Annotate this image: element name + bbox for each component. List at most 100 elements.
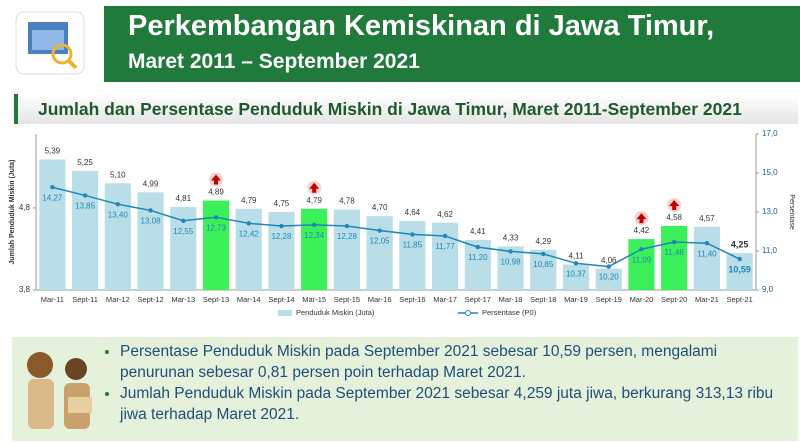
line-value-label: 11,40 [697, 249, 717, 258]
line-marker [541, 251, 546, 257]
line-marker [213, 215, 219, 220]
line-value-label: 12,73 [206, 223, 227, 232]
bar [39, 159, 66, 290]
illustration [27, 352, 92, 429]
bar-value-label: 4,06 [601, 256, 617, 265]
notes-list: Persentase Penduduk Miskin pada Septembe… [108, 341, 790, 425]
line-value-label: 12,34 [304, 231, 325, 240]
bar-value-label: 4,99 [143, 179, 159, 188]
line-marker [148, 208, 153, 213]
line-value-label: 10,59 [728, 264, 751, 274]
notes-box: Persentase Penduduk Miskin pada Septembe… [12, 337, 798, 441]
x-tick-label: Mar-18 [499, 295, 523, 304]
line-marker [311, 222, 317, 228]
line-value-label: 13,08 [141, 217, 162, 226]
line-value-label: 10,20 [599, 273, 620, 282]
x-tick-label: Sept-16 [399, 295, 425, 304]
line-value-label: 12,55 [173, 227, 194, 236]
line-value-label: 11,77 [435, 242, 455, 251]
x-tick-label: Mar-21 [695, 295, 719, 304]
bar [268, 212, 295, 290]
bar [562, 264, 590, 290]
bar [432, 222, 459, 290]
line-marker [475, 244, 481, 250]
line-marker [442, 233, 448, 239]
y2-tick-label: 9,0 [762, 285, 774, 294]
line-value-label: 12,28 [271, 232, 292, 241]
bar-value-label: 4,78 [339, 197, 355, 206]
header-band [104, 6, 800, 82]
increase-arrow [636, 213, 647, 224]
chart: Jumlah Penduduk Miskin (Juta) Persentase 3… [9, 129, 795, 317]
line-marker [639, 247, 644, 252]
bar [595, 268, 622, 290]
bar [104, 183, 131, 290]
y2-tick-label: 15,0 [762, 168, 778, 177]
line-value-label: 12,05 [370, 237, 391, 246]
bar-value-label: 4,11 [569, 252, 585, 261]
x-tick-label: Mar-16 [368, 295, 392, 304]
x-tick-label: Sept-13 [203, 295, 229, 304]
legend-label: Penduduk Miskin (Juta) [296, 308, 375, 317]
bar [72, 170, 99, 290]
line-value-label: 12,42 [239, 229, 260, 238]
x-tick-label: Mar-19 [564, 295, 588, 304]
line-value-label: 11,85 [403, 241, 423, 250]
line-marker [508, 249, 513, 254]
bar-value-label: 5,25 [77, 158, 93, 167]
line-marker [410, 232, 415, 237]
bar-value-label: 4,70 [372, 203, 388, 212]
bar-value-label: 4,79 [241, 196, 257, 205]
increase-arrow [211, 174, 221, 185]
line-value-label: 10,85 [533, 260, 554, 269]
y2-tick-label: 17,0 [762, 129, 778, 138]
chart-title-bar [14, 94, 798, 124]
x-tick-label: Mar-15 [302, 295, 326, 304]
x-tick-label: Sept-21 [726, 295, 752, 304]
y2-tick-label: 13,0 [762, 207, 778, 216]
bar [333, 209, 360, 290]
x-tick-label: Mar-12 [106, 295, 130, 304]
line-marker [181, 218, 186, 223]
line-marker [246, 221, 251, 226]
line-marker [737, 256, 742, 262]
line [52, 186, 740, 268]
bar [301, 208, 328, 290]
line-value-label: 11,20 [468, 253, 488, 262]
line-marker [671, 239, 677, 245]
line-marker [344, 223, 350, 229]
note: Jumlah Penduduk Miskin pada September 20… [120, 383, 790, 425]
legend-swatch [465, 310, 471, 316]
bar [693, 226, 720, 290]
x-tick-label: Sept-11 [72, 295, 98, 304]
line-value-label: 11,09 [632, 255, 652, 264]
bar-value-label: 5,10 [110, 170, 126, 179]
bar [366, 216, 393, 290]
bar-value-label: 4,64 [405, 208, 421, 217]
bar-value-label: 4,75 [274, 199, 290, 208]
line-value-label: 11,46 [664, 248, 684, 257]
bar-value-label: 4,62 [437, 210, 453, 219]
x-tick-label: Sept-14 [268, 295, 294, 304]
bar-value-label: 4,58 [666, 213, 682, 222]
bar-value-label: 4,81 [175, 194, 191, 203]
line-marker [377, 228, 382, 233]
chart-title: Jumlah dan Persentase Penduduk Miskin di… [38, 99, 742, 119]
bar-value-label: 4,25 [731, 239, 749, 249]
line-value-label: 14,27 [42, 193, 63, 202]
x-tick-label: Sept-15 [334, 295, 360, 304]
line-marker [704, 241, 710, 246]
x-tick-label: Mar-13 [171, 295, 195, 304]
increase-arrow [669, 199, 680, 210]
line-marker [50, 185, 55, 190]
line-value-label: 13,85 [75, 202, 96, 211]
line-marker [279, 223, 284, 229]
x-tick-label: Sept-20 [661, 295, 687, 304]
line-marker [115, 202, 121, 207]
x-tick-label: Sept-17 [465, 295, 491, 304]
bar-value-label: 4,57 [699, 214, 715, 223]
bar-value-label: 4,33 [503, 234, 519, 243]
note: Persentase Penduduk Miskin pada Septembe… [120, 341, 790, 383]
y-tick-label: 4,8 [19, 203, 31, 212]
